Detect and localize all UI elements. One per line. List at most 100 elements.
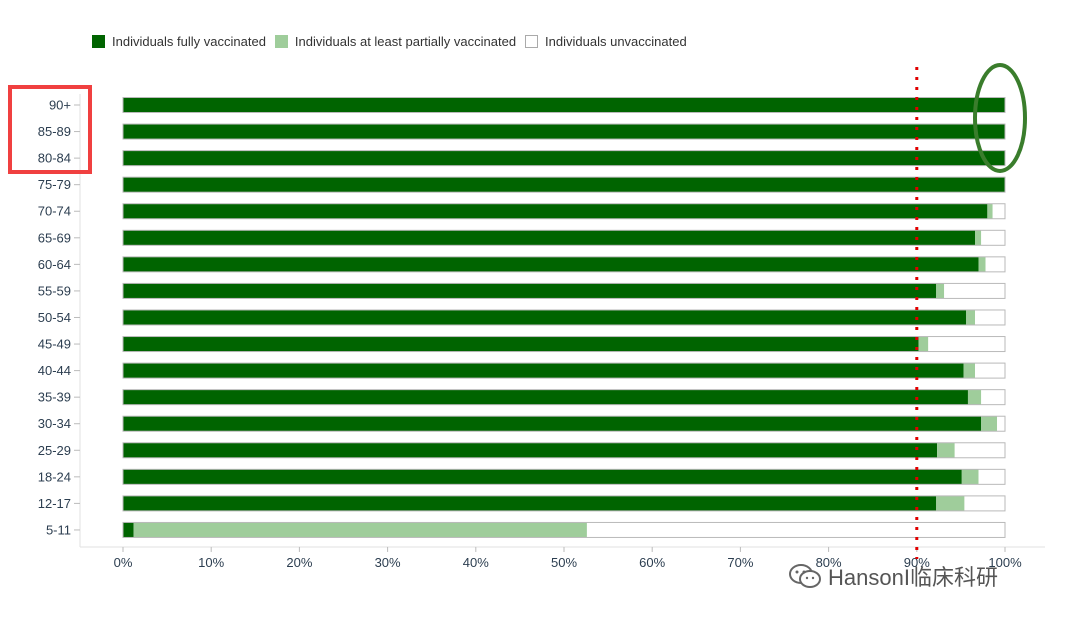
legend-item-fully: Individuals fully vaccinated (92, 34, 266, 49)
legend-swatch-partial (274, 35, 288, 48)
watermark: HansonI临床科研 (788, 560, 998, 592)
x-tick-label-90%: 90% (904, 555, 930, 570)
bar-segment-40-44-series-0 (123, 363, 964, 379)
bar-segment-55-59-series-0 (123, 283, 937, 299)
bar-outline-70-74 (122, 203, 1006, 220)
legend-label-partial: Individuals at least partially vaccinate… (294, 34, 517, 49)
bar-outline-35-39 (122, 389, 1006, 406)
y-tick-label-45-49: 45-49 (38, 337, 71, 352)
bar-segment-50-54-series-2 (975, 309, 1005, 325)
y-tick-label-40-44: 40-44 (38, 363, 71, 378)
bar-segment-50-54-series-1 (966, 309, 976, 325)
bar-segment-60-64-series-2 (985, 256, 1005, 272)
bar-outline-65-69 (122, 229, 1006, 246)
x-tick-label-0%: 0% (114, 555, 133, 570)
bar-segment-18-24-series-2 (978, 469, 1005, 485)
bar-segment-80-84-series-0 (123, 150, 1005, 166)
x-tick-label-10%: 10% (198, 555, 224, 570)
bar-segment-85-89-series-0 (123, 124, 1005, 140)
bar-segment-35-39-series-2 (981, 389, 1005, 405)
bar-segment-50-54-series-0 (123, 309, 967, 325)
bar-segment-25-29-series-1 (937, 442, 955, 458)
bar-outline-60-64 (122, 256, 1006, 273)
bar-segment-90+-series-0 (123, 97, 1005, 113)
bar-outline-85-89 (122, 123, 1006, 140)
bar-segment-12-17-series-1 (936, 495, 965, 511)
bar-segment-55-59-series-1 (936, 283, 945, 299)
bar-segment-65-69-series-1 (975, 230, 982, 246)
y-tick-label-5-11: 5-11 (46, 522, 71, 537)
x-tick-label-70%: 70% (727, 555, 753, 570)
bar-segment-5-11-series-1 (133, 522, 587, 538)
bar-segment-12-17-series-0 (123, 495, 937, 511)
bar-segment-35-39-series-1 (967, 389, 982, 405)
bar-segment-18-24-series-0 (123, 469, 962, 485)
bar-outline-50-54 (122, 309, 1006, 326)
bar-segment-5-11-series-0 (123, 522, 134, 538)
bar-segment-45-49-series-1 (918, 336, 929, 352)
x-tick-label-100%: 100% (988, 555, 1022, 570)
bar-segment-40-44-series-2 (975, 363, 1005, 379)
legend-swatch-unvaccinated (525, 35, 539, 48)
bar-segment-12-17-series-2 (964, 495, 1005, 511)
bar-segment-45-49-series-0 (123, 336, 919, 352)
annotation-green-ellipse (973, 63, 1027, 173)
bar-outline-25-29 (122, 442, 1006, 459)
bar-segment-30-34-series-1 (981, 416, 998, 432)
bar-segment-70-74-series-2 (992, 203, 1005, 219)
bar-outline-40-44 (122, 362, 1006, 379)
bar-segment-35-39-series-0 (123, 389, 968, 405)
y-tick-label-80-84: 80-84 (38, 151, 71, 166)
bar-segment-40-44-series-1 (963, 363, 976, 379)
bar-segment-75-79-series-0 (123, 177, 1005, 193)
legend-swatch-fully (92, 35, 105, 48)
y-tick-label-12-17: 12-17 (38, 496, 71, 511)
bar-outline-5-11 (122, 521, 1006, 538)
y-tick-label-75-79: 75-79 (38, 177, 71, 192)
y-tick-label-25-29: 25-29 (38, 443, 71, 458)
bar-segment-60-64-series-1 (978, 256, 986, 272)
bar-outline-12-17 (122, 495, 1006, 512)
y-tick-label-35-39: 35-39 (38, 390, 71, 405)
y-tick-label-60-64: 60-64 (38, 257, 71, 272)
bar-segment-60-64-series-0 (123, 256, 979, 272)
bar-outline-75-79 (122, 176, 1006, 193)
bar-outline-90+ (122, 97, 1006, 113)
bar-segment-65-69-series-0 (123, 230, 976, 246)
bar-segment-45-49-series-2 (928, 336, 1005, 352)
bar-segment-5-11-series-2 (586, 522, 1005, 538)
bar-outline-30-34 (122, 415, 1006, 432)
bar-outline-80-84 (122, 150, 1006, 167)
legend-label-unvaccinated: Individuals unvaccinated (545, 34, 687, 49)
legend-item-unvaccinated: Individuals unvaccinated (525, 34, 687, 49)
bar-segment-18-24-series-1 (961, 469, 979, 485)
bar-segment-25-29-series-0 (123, 442, 938, 458)
y-tick-label-90+: 90+ (49, 98, 71, 113)
y-tick-label-65-69: 65-69 (38, 230, 71, 245)
bar-segment-55-59-series-2 (944, 283, 1005, 299)
x-tick-label-30%: 30% (375, 555, 401, 570)
bar-segment-70-74-series-1 (987, 203, 993, 219)
bar-segment-30-34-series-2 (997, 416, 1005, 432)
bar-segment-30-34-series-0 (123, 416, 982, 432)
x-tick-label-40%: 40% (463, 555, 489, 570)
y-tick-label-55-59: 55-59 (38, 283, 71, 298)
y-tick-label-18-24: 18-24 (38, 469, 71, 484)
legend-item-partial: Individuals at least partially vaccinate… (274, 34, 517, 49)
bar-segment-25-29-series-2 (954, 442, 1005, 458)
x-tick-label-60%: 60% (639, 555, 665, 570)
y-tick-label-30-34: 30-34 (38, 416, 71, 431)
bar-outline-45-49 (122, 336, 1006, 353)
wechat-icon (789, 564, 821, 588)
y-tick-label-85-89: 85-89 (38, 124, 71, 139)
chart-legend: Individuals fully vaccinated Individuals… (92, 34, 696, 49)
bar-outline-55-59 (122, 282, 1006, 299)
x-tick-label-50%: 50% (551, 555, 577, 570)
bar-segment-70-74-series-0 (123, 203, 988, 219)
legend-label-fully: Individuals fully vaccinated (112, 34, 266, 49)
y-tick-label-50-54: 50-54 (38, 310, 71, 325)
bar-outline-18-24 (122, 468, 1006, 485)
bar-segment-65-69-series-2 (981, 230, 1005, 246)
annotation-red-rectangle (8, 85, 92, 174)
